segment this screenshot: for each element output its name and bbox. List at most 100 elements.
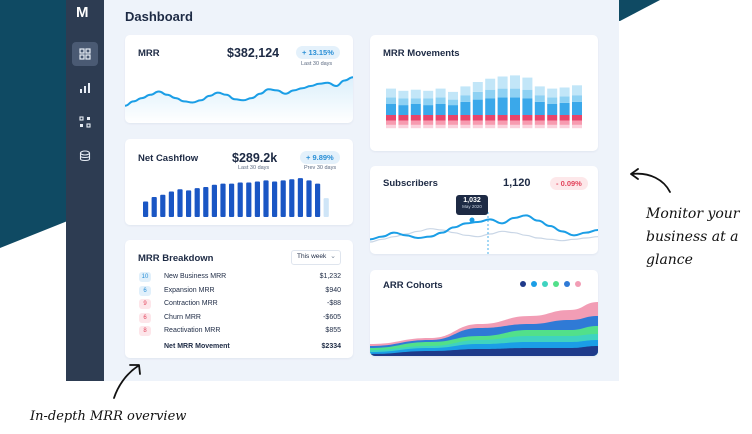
legend-dot	[531, 281, 537, 287]
nav-reports[interactable]	[72, 76, 98, 100]
net-cashflow-bar	[177, 189, 183, 217]
mrr-movements-segment	[435, 124, 446, 129]
breakdown-count-badge: 6	[139, 312, 151, 323]
mrr-movements-segment	[472, 99, 483, 115]
net-cashflow-bar	[297, 178, 303, 217]
mrr-movements-segment	[572, 95, 582, 102]
breakdown-value: -$88	[326, 300, 341, 307]
mrr-value: $382,124	[227, 46, 280, 60]
mrr-movements-segment	[559, 124, 570, 129]
mrr-movements-segment	[510, 120, 520, 125]
mrr-movements-segment	[410, 98, 421, 104]
mrr-movements-segment	[472, 115, 483, 121]
mrr-movements-segment	[410, 124, 421, 129]
net-cashflow-bar	[315, 183, 321, 217]
mrr-movements-segment	[423, 115, 434, 121]
mrr-movements-segment	[423, 124, 434, 129]
net-cashflow-card[interactable]: Net Cashflow $289.2k Last 30 days + 9.89…	[125, 139, 353, 225]
breakdown-count-badge: 8	[139, 326, 151, 336]
subscribers-hover-point	[469, 217, 475, 223]
net-cashflow-period: Last 30 days	[238, 165, 270, 171]
net-cashflow-bar	[272, 181, 278, 217]
app-logo[interactable]: M	[76, 4, 89, 21]
mrr-movements-segment	[510, 115, 520, 121]
net-cashflow-bar	[306, 180, 312, 217]
net-cashflow-bar	[237, 182, 243, 217]
mrr-movements-segment	[559, 115, 570, 121]
mrr-movements-segment	[534, 120, 545, 125]
mrr-movements-segment	[460, 86, 471, 96]
net-cashflow-bar	[263, 180, 269, 217]
tooltip-date: May 2020	[462, 204, 482, 209]
mrr-movements-segment	[510, 75, 520, 89]
mrr-movements-segment	[398, 120, 409, 125]
nav-widgets[interactable]	[72, 110, 98, 134]
mrr-movements-segment	[522, 124, 533, 129]
mrr-movements-segment	[559, 96, 570, 103]
nav-data[interactable]	[72, 144, 98, 168]
mrr-movements-card[interactable]: MRR Movements	[370, 35, 598, 151]
net-cashflow-bar	[194, 188, 200, 217]
mrr-movements-segment	[435, 97, 446, 104]
mrr-movements-segment	[386, 97, 396, 104]
mrr-card[interactable]: MRR $382,124 + 13.15% Last 30 days	[125, 35, 353, 123]
mrr-movements-segment	[398, 98, 409, 106]
mrr-movements-segment	[435, 115, 446, 121]
mrr-movements-segment	[547, 120, 558, 125]
background-left-shape	[0, 0, 70, 248]
mrr-movements-segment	[398, 105, 409, 115]
mrr-title: MRR	[138, 48, 160, 59]
dashboard-grid-icon	[79, 48, 91, 60]
mrr-movements-segment	[497, 124, 508, 129]
period-select-value: This week	[297, 253, 327, 260]
subscribers-card[interactable]: Subscribers 1,120 - 0.09% 1,032 May 2020	[370, 166, 598, 254]
net-cashflow-change-badge: + 9.89%	[300, 151, 340, 164]
mrr-movements-segment	[410, 104, 421, 115]
arr-cohorts-area-chart	[370, 302, 598, 356]
legend-dot	[553, 281, 559, 287]
annotation-right-line-2: business at a	[646, 229, 739, 245]
mrr-movements-segment	[448, 105, 458, 115]
mrr-movements-segment	[534, 101, 545, 115]
mrr-line	[125, 76, 353, 107]
mrr-movements-segment	[522, 120, 533, 125]
breakdown-value: -$605	[323, 313, 341, 321]
mrr-movements-segment	[485, 120, 496, 125]
mrr-movements-segment	[398, 124, 409, 129]
mrr-movements-segment	[460, 124, 471, 129]
subscribers-line-chart	[370, 212, 598, 254]
breakdown-value: $940	[325, 286, 341, 294]
mrr-change-badge: + 13.15%	[296, 46, 340, 59]
tooltip-value: 1,032	[463, 197, 481, 204]
mrr-movements-segment	[497, 115, 508, 121]
net-cashflow-bar	[203, 187, 209, 217]
mrr-movements-segment	[497, 76, 508, 89]
net-cashflow-bar	[229, 183, 235, 217]
mrr-movements-segment	[559, 87, 570, 97]
net-cashflow-bar	[186, 190, 192, 217]
mrr-breakdown-title: MRR Breakdown	[138, 253, 214, 264]
app-window: M	[66, 0, 619, 381]
mrr-movements-stacked-bar-chart	[386, 75, 582, 129]
net-cashflow-bar	[254, 181, 260, 217]
net-mrr-row: Net MRR Movement $2334	[139, 342, 341, 355]
mrr-movements-segment	[522, 115, 533, 121]
mrr-movements-segment	[522, 77, 533, 90]
arr-cohorts-card[interactable]: ARR Cohorts	[370, 270, 598, 356]
mrr-movements-segment	[423, 98, 434, 106]
mrr-movements-segment	[460, 101, 471, 115]
mrr-movements-segment	[485, 115, 496, 121]
mrr-movements-segment	[485, 78, 496, 90]
arrow-icon	[630, 168, 671, 193]
mrr-area-chart	[125, 76, 353, 123]
period-select[interactable]: This week ⌄	[291, 250, 341, 265]
mrr-movements-segment	[423, 120, 434, 125]
annotation-right-line-3: glance	[646, 252, 693, 268]
annotation-bottom: In-depth MRR overview	[30, 409, 187, 424]
nav-dashboard[interactable]	[72, 42, 98, 66]
subscribers-title: Subscribers	[383, 178, 438, 189]
mrr-movements-segment	[572, 124, 582, 129]
mrr-movements-segment	[547, 104, 558, 115]
mrr-movements-segment	[472, 124, 483, 129]
net-cashflow-bar	[323, 198, 329, 217]
